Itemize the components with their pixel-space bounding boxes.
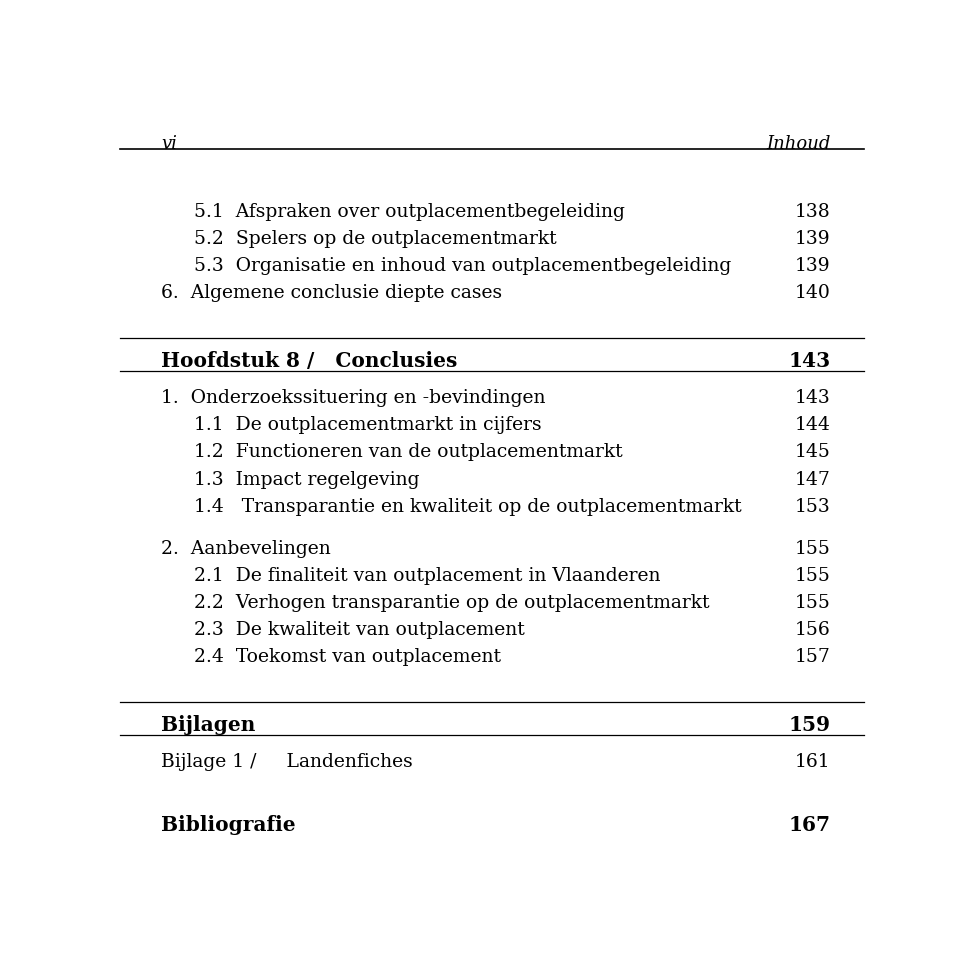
Text: 156: 156 <box>795 622 830 639</box>
Text: 159: 159 <box>788 714 830 734</box>
Text: 5.3  Organisatie en inhoud van outplacementbegeleiding: 5.3 Organisatie en inhoud van outplaceme… <box>194 257 732 275</box>
Text: 143: 143 <box>788 350 830 371</box>
Text: 2.3  De kwaliteit van outplacement: 2.3 De kwaliteit van outplacement <box>194 622 525 639</box>
Text: 161: 161 <box>795 753 830 771</box>
Text: 2.2  Verhogen transparantie op de outplacementmarkt: 2.2 Verhogen transparantie op de outplac… <box>194 594 709 612</box>
Text: 139: 139 <box>795 230 830 248</box>
Text: 5.1  Afspraken over outplacementbegeleiding: 5.1 Afspraken over outplacementbegeleidi… <box>194 202 625 221</box>
Text: 145: 145 <box>795 443 830 461</box>
Text: 144: 144 <box>795 416 830 435</box>
Text: 155: 155 <box>795 594 830 612</box>
Text: Bibliografie: Bibliografie <box>161 816 296 836</box>
Text: Hoofdstuk 8 /   Conclusies: Hoofdstuk 8 / Conclusies <box>161 350 457 371</box>
Text: 153: 153 <box>795 498 830 516</box>
Text: 1.3  Impact regelgeving: 1.3 Impact regelgeving <box>194 471 420 489</box>
Text: 6.  Algemene conclusie diepte cases: 6. Algemene conclusie diepte cases <box>161 285 502 303</box>
Text: 140: 140 <box>795 285 830 303</box>
Text: 147: 147 <box>795 471 830 489</box>
Text: 155: 155 <box>795 567 830 584</box>
Text: 143: 143 <box>795 389 830 407</box>
Text: Bijlage 1 /     Landenfiches: Bijlage 1 / Landenfiches <box>161 753 413 771</box>
Text: vi: vi <box>161 136 177 153</box>
Text: 157: 157 <box>795 648 830 667</box>
Text: 5.2  Spelers op de outplacementmarkt: 5.2 Spelers op de outplacementmarkt <box>194 230 557 248</box>
Text: Inhoud: Inhoud <box>766 136 830 153</box>
Text: 1.2  Functioneren van de outplacementmarkt: 1.2 Functioneren van de outplacementmark… <box>194 443 623 461</box>
Text: 138: 138 <box>795 202 830 221</box>
Text: 2.4  Toekomst van outplacement: 2.4 Toekomst van outplacement <box>194 648 501 667</box>
Text: 139: 139 <box>795 257 830 275</box>
Text: 1.4   Transparantie en kwaliteit op de outplacementmarkt: 1.4 Transparantie en kwaliteit op de out… <box>194 498 742 516</box>
Text: 167: 167 <box>788 816 830 836</box>
Text: 1.1  De outplacementmarkt in cijfers: 1.1 De outplacementmarkt in cijfers <box>194 416 542 435</box>
Text: Bijlagen: Bijlagen <box>161 714 255 734</box>
Text: 1.  Onderzoekssituering en -bevindingen: 1. Onderzoekssituering en -bevindingen <box>161 389 545 407</box>
Text: 155: 155 <box>795 540 830 558</box>
Text: 2.1  De finaliteit van outplacement in Vlaanderen: 2.1 De finaliteit van outplacement in Vl… <box>194 567 660 584</box>
Text: 2.  Aanbevelingen: 2. Aanbevelingen <box>161 540 330 558</box>
